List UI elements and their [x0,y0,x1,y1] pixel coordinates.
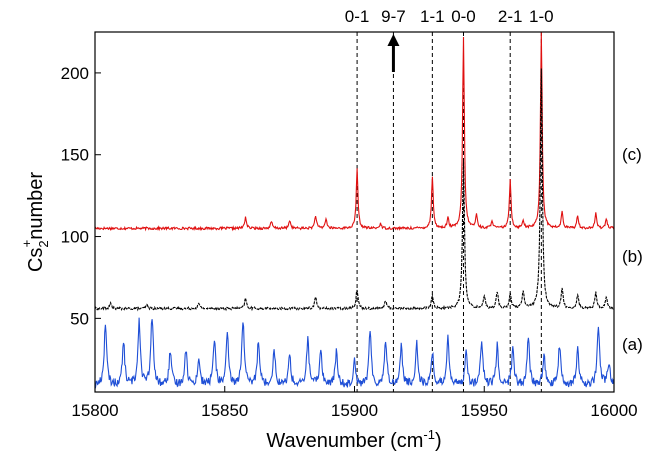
plot-frame [94,31,615,393]
y-axis-ticks: 50 100 150 200 [61,64,101,328]
spectrum-traces [94,31,615,389]
peak-labels: 0-1 9-7 1-1 0-0 2-1 1-0 [345,7,554,72]
y-tick-label: 150 [61,146,89,165]
y-tick-label: 100 [61,228,89,247]
trace-tag-b: (b) [622,247,643,266]
spectrum-trace-b [94,68,615,312]
trace-tag-c: (c) [622,145,642,164]
x-tick-label: 15800 [71,401,118,420]
x-axis-ticks: 15800 15850 15900 15950 16000 [71,386,638,420]
x-tick-label: 15850 [201,401,248,420]
x-tick-label: 15950 [461,401,508,420]
peak-label: 9-7 [381,7,406,26]
peak-label: 0-0 [451,7,476,26]
x-tick-label: 16000 [590,401,637,420]
peak-label: 0-1 [345,7,370,26]
trace-tags: (c) (b) (a) [622,145,643,354]
y-tick-label: 200 [61,64,89,83]
y-axis-title: Cs2+number [19,172,51,272]
peak-arrow-head [387,34,400,46]
peak-dashed-lines [356,32,542,392]
y-tick-label: 50 [70,309,89,328]
trace-tag-a: (a) [622,335,643,354]
peak-label: 2-1 [498,7,523,26]
x-axis-title: Wavenumber (cm-1) [266,427,441,452]
peak-label: 1-0 [529,7,554,26]
spectrum-trace-a [94,317,615,389]
spectrum-trace-c [94,31,615,232]
peak-label: 1-1 [420,7,445,26]
x-tick-label: 15900 [331,401,378,420]
